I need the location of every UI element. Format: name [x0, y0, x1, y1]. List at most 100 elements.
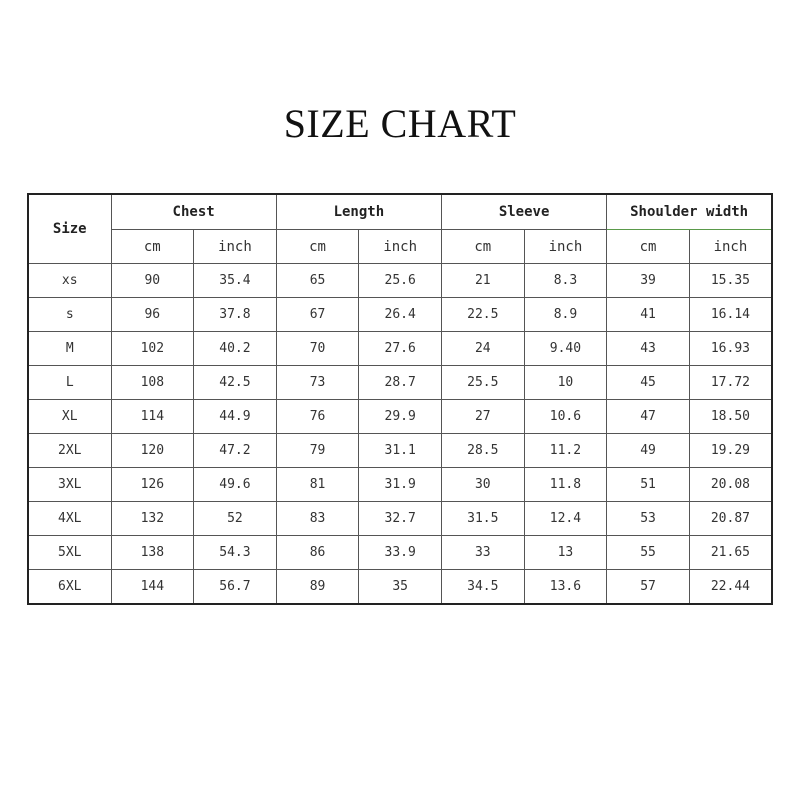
cell-sleeve-inch: 9.40	[523, 331, 608, 366]
cell-sleeve-cm: 34.5	[441, 569, 525, 605]
cell-length-inch: 33.9	[358, 535, 442, 570]
cell-sleeve-cm: 27	[441, 399, 525, 434]
table-row: s 96 37.8 67 26.4 22.5 8.9 41 16.14	[27, 297, 773, 332]
cell-chest-cm: 132	[110, 501, 195, 536]
cell-shoulder-cm: 45	[606, 365, 690, 400]
cell-shoulder-cm: 39	[606, 263, 690, 298]
cell-chest-inch: 40.2	[193, 331, 277, 366]
cell-shoulder-cm: 53	[606, 501, 690, 536]
cell-sleeve-cm: 21	[441, 263, 525, 298]
cell-chest-cm: 138	[110, 535, 195, 570]
cell-length-inch: 31.9	[358, 467, 442, 502]
cell-shoulder-inch: 16.14	[688, 297, 773, 332]
cell-chest-inch: 56.7	[193, 569, 277, 605]
page-title: SIZE CHART	[283, 101, 517, 146]
cell-sleeve-inch: 11.8	[523, 467, 608, 502]
cell-size: M	[27, 331, 112, 366]
table-row: 4XL 132 52 83 32.7 31.5 12.4 53 20.87	[27, 501, 773, 536]
cell-chest-cm: 144	[110, 569, 195, 605]
unit-header-cm: cm	[275, 229, 360, 264]
cell-shoulder-cm: 57	[606, 569, 690, 605]
unit-header-cm: cm	[441, 229, 525, 264]
table-row: M 102 40.2 70 27.6 24 9.40 43 16.93	[27, 331, 773, 366]
shoulder-width-header: Shoulder width	[606, 193, 773, 230]
cell-shoulder-cm: 49	[606, 433, 690, 468]
unit-header-row: cm inch cm inch cm inch cm inch	[28, 229, 773, 264]
cell-length-cm: 86	[275, 535, 360, 570]
cell-chest-inch: 44.9	[193, 399, 277, 434]
table-row: 2XL 120 47.2 79 31.1 28.5 11.2 49 19.29	[27, 433, 773, 468]
cell-shoulder-inch: 20.08	[688, 467, 773, 502]
unit-header-inch: inch	[193, 229, 277, 264]
cell-chest-cm: 90	[110, 263, 195, 298]
cell-shoulder-inch: 17.72	[688, 365, 773, 400]
unit-header-inch: inch	[688, 229, 773, 264]
cell-length-cm: 81	[275, 467, 360, 502]
cell-length-inch: 31.1	[358, 433, 442, 468]
cell-length-cm: 65	[275, 263, 360, 298]
cell-length-inch: 26.4	[358, 297, 442, 332]
cell-shoulder-inch: 15.35	[688, 263, 773, 298]
cell-sleeve-inch: 11.2	[523, 433, 608, 468]
cell-chest-cm: 126	[110, 467, 195, 502]
chest-header: Chest	[110, 193, 277, 230]
table-row: 3XL 126 49.6 81 31.9 30 11.8 51 20.08	[27, 467, 773, 502]
cell-chest-inch: 35.4	[193, 263, 277, 298]
cell-size: 6XL	[27, 569, 112, 605]
cell-length-inch: 27.6	[358, 331, 442, 366]
unit-header-inch: inch	[523, 229, 608, 264]
cell-length-cm: 79	[275, 433, 360, 468]
cell-sleeve-cm: 22.5	[441, 297, 525, 332]
table-body: xs 90 35.4 65 25.6 21 8.3 39 15.35 s 96 37.8 67 26.4 2…	[27, 263, 773, 605]
cell-length-cm: 89	[275, 569, 360, 605]
cell-length-cm: 76	[275, 399, 360, 434]
cell-sleeve-cm: 31.5	[441, 501, 525, 536]
cell-shoulder-inch: 19.29	[688, 433, 773, 468]
cell-size: 2XL	[27, 433, 112, 468]
cell-length-inch: 25.6	[358, 263, 442, 298]
cell-chest-cm: 96	[110, 297, 195, 332]
cell-shoulder-inch: 16.93	[688, 331, 773, 366]
cell-chest-inch: 37.8	[193, 297, 277, 332]
cell-shoulder-inch: 18.50	[688, 399, 773, 434]
cell-chest-cm: 102	[110, 331, 195, 366]
cell-length-inch: 28.7	[358, 365, 442, 400]
cell-chest-inch: 49.6	[193, 467, 277, 502]
group-header-row: Size Chest Length Sleeve Shoulder width	[27, 193, 773, 264]
cell-shoulder-cm: 47	[606, 399, 690, 434]
cell-size: L	[27, 365, 112, 400]
cell-chest-inch: 47.2	[193, 433, 277, 468]
unit-header-cm: cm	[606, 229, 690, 264]
cell-shoulder-cm: 51	[606, 467, 690, 502]
cell-chest-inch: 54.3	[193, 535, 277, 570]
table-row: 6XL 144 56.7 89 35 34.5 13.6 57 22.44	[27, 569, 773, 605]
cell-sleeve-cm: 24	[441, 331, 525, 366]
table-row: xs 90 35.4 65 25.6 21 8.3 39 15.35	[27, 263, 773, 298]
cell-size: 4XL	[27, 501, 112, 536]
cell-length-cm: 83	[275, 501, 360, 536]
cell-sleeve-cm: 30	[441, 467, 525, 502]
cell-chest-inch: 52	[193, 501, 277, 536]
cell-sleeve-cm: 25.5	[441, 365, 525, 400]
cell-chest-inch: 42.5	[193, 365, 277, 400]
cell-sleeve-inch: 12.4	[523, 501, 608, 536]
cell-shoulder-cm: 55	[606, 535, 690, 570]
cell-size: s	[27, 297, 112, 332]
size-header: Size	[27, 193, 112, 264]
cell-size: 5XL	[27, 535, 112, 570]
cell-length-inch: 35	[358, 569, 442, 605]
cell-shoulder-inch: 21.65	[688, 535, 773, 570]
cell-sleeve-inch: 10	[523, 365, 608, 400]
unit-header-inch: inch	[358, 229, 442, 264]
cell-size: 3XL	[27, 467, 112, 502]
cell-chest-cm: 108	[110, 365, 195, 400]
cell-sleeve-inch: 8.9	[523, 297, 608, 332]
cell-size: XL	[27, 399, 112, 434]
cell-length-cm: 73	[275, 365, 360, 400]
unit-header-cm: cm	[110, 229, 195, 264]
cell-shoulder-inch: 20.87	[688, 501, 773, 536]
cell-sleeve-cm: 33	[441, 535, 525, 570]
cell-sleeve-inch: 13	[523, 535, 608, 570]
cell-length-cm: 67	[275, 297, 360, 332]
cell-shoulder-cm: 43	[606, 331, 690, 366]
